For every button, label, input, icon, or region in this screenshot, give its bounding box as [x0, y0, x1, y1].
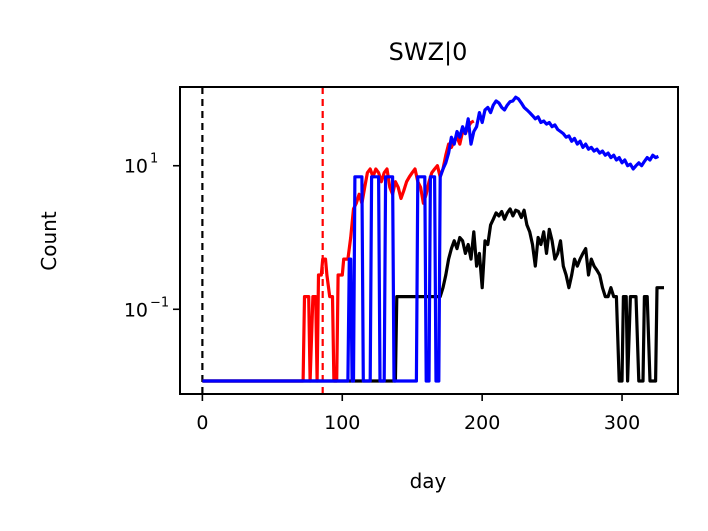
x-tick-label: 200 [464, 412, 500, 434]
x-tick-label: 300 [604, 412, 640, 434]
series-line-1 [202, 207, 664, 383]
y-tick-exponent: −1 [150, 295, 169, 310]
y-tick-exponent: 1 [150, 152, 158, 167]
series-line-0 [202, 119, 475, 383]
x-axis: 0 100 200 300 [196, 394, 640, 434]
y-tick-label: 10 [124, 299, 148, 321]
x-tick-label: 0 [196, 412, 208, 434]
x-axis-label: day [410, 469, 447, 493]
plot-frame [179, 86, 679, 395]
plot-area [201, 87, 664, 394]
chart-title: SWZ|0 [389, 38, 468, 66]
x-tick-label: 100 [324, 412, 360, 434]
series-line-2 [202, 95, 660, 383]
y-tick-label: 10 [124, 156, 148, 178]
y-axis-label: Count [37, 211, 61, 271]
